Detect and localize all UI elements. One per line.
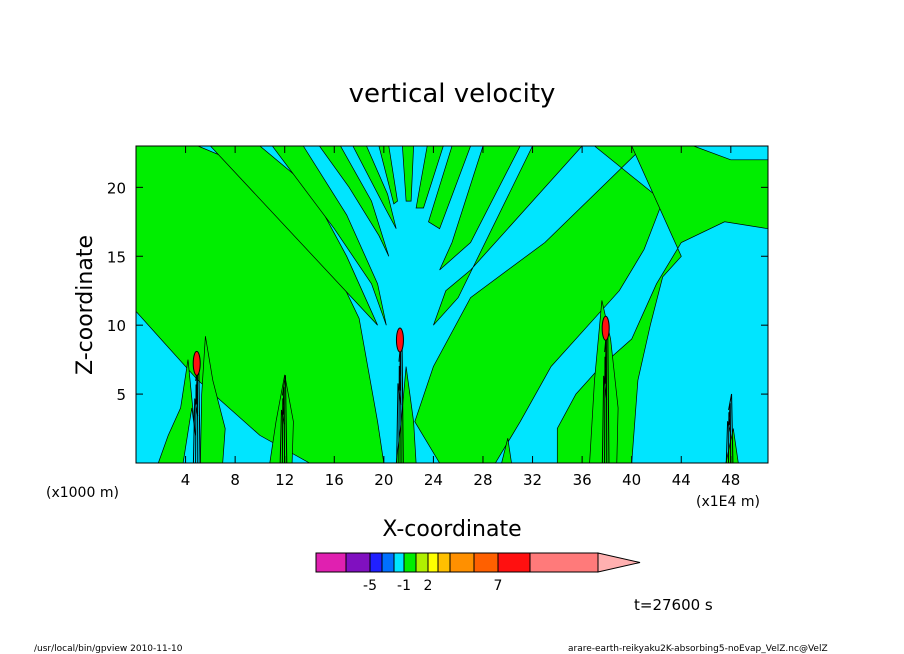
plot-area — [135, 145, 769, 464]
x-unit-left: (x1000 m) — [46, 485, 119, 501]
colorbar-label: 2 — [424, 578, 433, 594]
core-maximum — [395, 327, 404, 353]
positive-band — [157, 359, 196, 463]
updraft-cores — [192, 315, 734, 463]
colorbar-swatch — [345, 552, 371, 573]
chart-title: vertical velocity — [349, 79, 556, 109]
x-tick-label: 40 — [622, 471, 641, 489]
core-contour — [604, 356, 607, 463]
x-tick-label: 12 — [275, 471, 294, 489]
y-tick-label: 15 — [107, 248, 126, 266]
colorbar-label: 7 — [494, 578, 503, 594]
positive-band — [271, 146, 387, 326]
colorbar-swatch — [529, 552, 599, 573]
x-tick-label: 24 — [424, 471, 443, 489]
core-contour — [281, 375, 288, 463]
y-axis-ticks: 5 10 15 20 — [107, 179, 768, 404]
colorbar-label: -5 — [363, 578, 377, 594]
y-axis-label: Z-coordinate — [73, 235, 98, 375]
positive-band — [200, 336, 226, 463]
plot-frame — [135, 145, 769, 464]
x-tick-label: 8 — [230, 471, 240, 489]
colorbar-swatch — [437, 552, 451, 573]
colorbar-swatch — [403, 552, 417, 573]
positive-band — [318, 146, 390, 257]
positive-band — [402, 146, 414, 202]
x-unit-right: (x1E4 m) — [696, 494, 760, 510]
x-tick-label: 44 — [672, 471, 691, 489]
core-contour — [195, 384, 198, 463]
y-tick-label: 5 — [116, 386, 126, 404]
colorbar-extend-arrow — [597, 552, 641, 573]
footer-right: arare-earth-reikyaku2K-absorbing5-noEvap… — [568, 644, 828, 654]
core-contour — [279, 409, 285, 463]
colorbar-swatch — [449, 552, 475, 573]
x-axis-ticks: 4 8 12 16 20 24 28 32 36 40 44 48 — [181, 146, 740, 489]
x-tick-label: 20 — [374, 471, 393, 489]
colorbar-swatch — [381, 552, 395, 573]
positive-band — [414, 146, 664, 463]
x-tick-label: 4 — [181, 471, 191, 489]
colorbar-swatch — [427, 552, 439, 573]
positive-band — [209, 146, 378, 326]
core-maximum — [601, 315, 610, 341]
y-tick-label: 20 — [107, 179, 126, 197]
colorbar-swatch — [393, 552, 405, 573]
colorbar-swatch — [497, 552, 531, 573]
core-contour — [727, 412, 731, 463]
core-maximum — [192, 350, 201, 376]
colorbar: -5 -1 2 7 — [315, 552, 641, 594]
core-contour — [728, 393, 734, 463]
positive-band — [352, 146, 397, 229]
positive-band — [415, 146, 444, 209]
positive-band — [428, 146, 471, 230]
x-tick-label: 16 — [325, 471, 344, 489]
colorbar-swatch — [415, 552, 429, 573]
positive-band — [433, 146, 583, 326]
colorbar-label: -1 — [397, 578, 411, 594]
y-tick-label: 10 — [107, 317, 126, 335]
time-label: t=27600 s — [634, 596, 713, 614]
positive-band — [378, 146, 398, 205]
positive-band — [439, 146, 521, 271]
x-tick-label: 32 — [523, 471, 542, 489]
positive-band — [501, 438, 512, 463]
footer-left: /usr/local/bin/gpview 2010-11-10 — [34, 644, 183, 654]
x-tick-label: 48 — [721, 471, 740, 489]
x-axis-label: X-coordinate — [382, 517, 521, 542]
colorbar-swatch — [369, 552, 383, 573]
colorbar-swatch — [473, 552, 499, 573]
core-contour — [398, 366, 401, 463]
colorbar-swatch — [315, 552, 347, 573]
core-contour — [281, 398, 285, 463]
core-contour — [396, 383, 402, 463]
core-contour — [725, 421, 732, 463]
x-tick-label: 36 — [573, 471, 592, 489]
x-tick-label: 28 — [473, 471, 492, 489]
core-contour — [601, 375, 608, 463]
core-contour — [192, 398, 199, 463]
velocity-field — [136, 146, 768, 463]
